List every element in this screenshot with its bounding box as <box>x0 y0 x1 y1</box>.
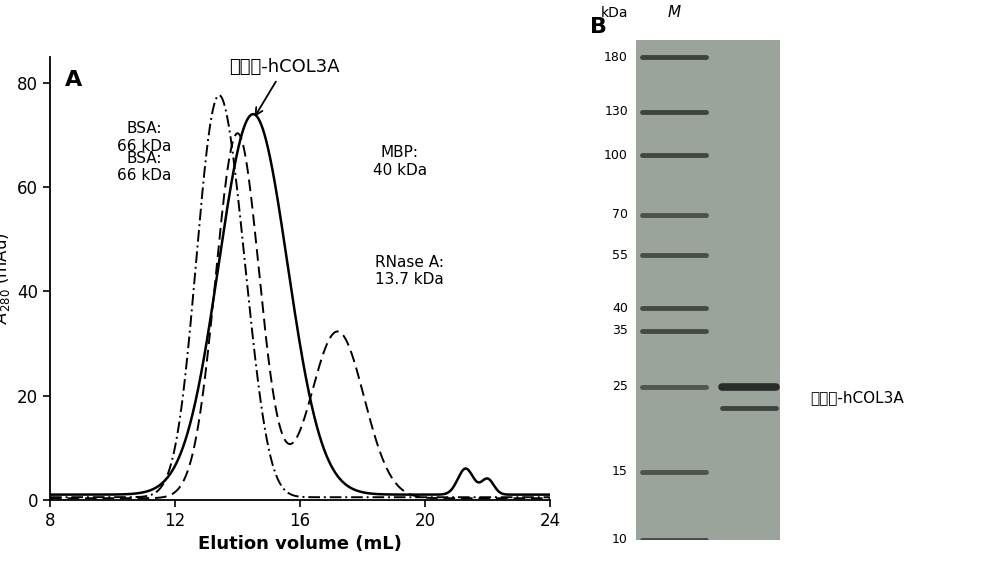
Text: 100: 100 <box>604 149 628 162</box>
Text: kDa: kDa <box>600 6 628 20</box>
Text: 130: 130 <box>604 105 628 118</box>
Text: 15: 15 <box>612 465 628 478</box>
Text: 180: 180 <box>604 51 628 64</box>
Text: 透皮肽-hCOL3A: 透皮肽-hCOL3A <box>810 390 904 405</box>
Text: M: M <box>667 5 681 20</box>
Text: A: A <box>65 70 82 90</box>
Text: 25: 25 <box>612 380 628 393</box>
Text: 70: 70 <box>612 208 628 222</box>
Text: RNase A:
13.7 kDa: RNase A: 13.7 kDa <box>375 255 444 287</box>
Text: BSA:
66 kDa: BSA: 66 kDa <box>117 151 171 183</box>
Text: 35: 35 <box>612 324 628 337</box>
Text: B: B <box>590 17 607 37</box>
X-axis label: Elution volume (mL): Elution volume (mL) <box>198 535 402 553</box>
Text: 透皮肽-hCOL3A: 透皮肽-hCOL3A <box>229 59 340 115</box>
Text: 55: 55 <box>612 249 628 262</box>
Text: MBP:
40 kDa: MBP: 40 kDa <box>373 145 427 178</box>
Y-axis label: $A_{280}$ (mAu): $A_{280}$ (mAu) <box>0 232 12 324</box>
Text: 40: 40 <box>612 302 628 315</box>
FancyBboxPatch shape <box>636 40 780 540</box>
Text: BSA:
66 kDa: BSA: 66 kDa <box>117 121 171 153</box>
Text: 10: 10 <box>612 533 628 546</box>
